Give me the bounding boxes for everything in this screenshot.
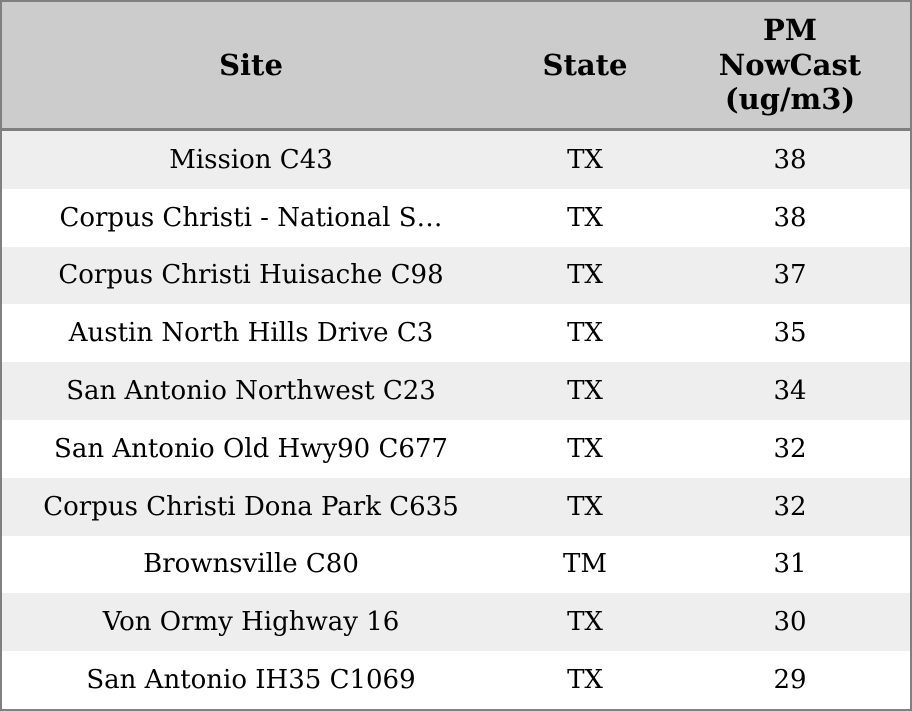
table-row: San Antonio Northwest C23 TX 34 — [2, 362, 910, 420]
pm-cell: 32 — [773, 433, 807, 464]
state-cell: TX — [567, 433, 603, 464]
table-row: Corpus Christi Dona Park C635 TX 32 — [2, 477, 910, 536]
state-cell: TX — [567, 607, 603, 638]
table-header-row: Site State PM NowCast (ug/m3) — [2, 2, 910, 131]
pm-cell: 35 — [773, 318, 807, 349]
table-row: Brownsville C80 TM 31 — [2, 535, 910, 594]
table-row: Corpus Christi Huisache C98 TX 37 — [2, 246, 910, 305]
pm-cell: 29 — [773, 665, 807, 696]
pm-cell: 34 — [773, 376, 807, 407]
site-cell: Mission C43 — [169, 144, 333, 175]
column-header-pm-nowcast: PM NowCast (ug/m3) — [670, 13, 910, 117]
pm-cell: 38 — [773, 202, 807, 233]
state-cell: TX — [567, 491, 603, 522]
table-row: Austin North Hills Drive C3 TX 35 — [2, 304, 910, 363]
column-header-state: State — [542, 47, 628, 82]
site-cell: Corpus Christi Huisache C98 — [58, 260, 444, 291]
site-cell: Austin North Hills Drive C3 — [68, 318, 434, 349]
site-cell: Corpus Christi - National S… — [59, 202, 443, 233]
pm-cell: 31 — [773, 549, 807, 580]
pm-cell: 30 — [773, 607, 807, 638]
site-cell: San Antonio Northwest C23 — [66, 376, 436, 407]
state-cell: TX — [567, 665, 603, 696]
state-cell: TX — [567, 318, 603, 349]
pm-cell: 37 — [773, 260, 807, 291]
table-row: San Antonio Old Hwy90 C677 TX 32 — [2, 419, 910, 478]
site-cell: San Antonio Old Hwy90 C677 — [54, 433, 448, 464]
state-cell: TM — [563, 549, 607, 580]
table-row: Mission C43 TX 38 — [2, 131, 910, 189]
pm-nowcast-header-label: PM NowCast (ug/m3) — [718, 12, 862, 117]
table-row: San Antonio IH35 C1069 TX 29 — [2, 651, 910, 709]
pm-cell: 32 — [773, 491, 807, 522]
state-cell: TX — [567, 144, 603, 175]
site-cell: Brownsville C80 — [143, 549, 359, 580]
table-row: Von Ormy Highway 16 TX 30 — [2, 593, 910, 652]
column-header-site: Site — [219, 47, 283, 82]
site-cell: Von Ormy Highway 16 — [102, 607, 400, 638]
table-row: Corpus Christi - National S… TX 38 — [2, 188, 910, 247]
site-cell: San Antonio IH35 C1069 — [86, 665, 416, 696]
site-cell: Corpus Christi Dona Park C635 — [43, 491, 459, 522]
state-cell: TX — [567, 260, 603, 291]
pm-cell: 38 — [773, 144, 807, 175]
state-cell: TX — [567, 376, 603, 407]
state-cell: TX — [567, 202, 603, 233]
